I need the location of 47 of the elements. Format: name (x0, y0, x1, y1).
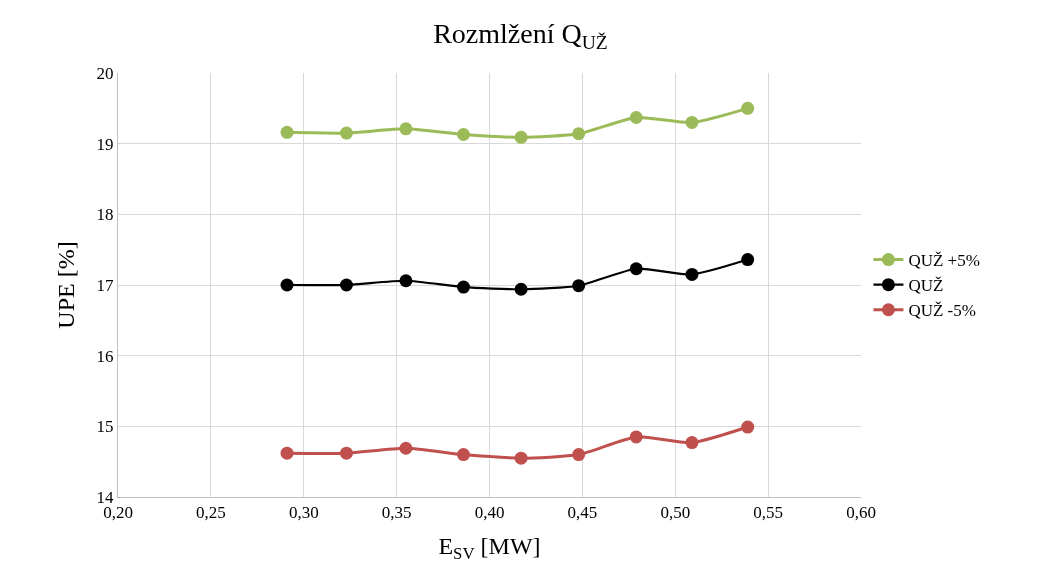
point (339, 446, 353, 460)
point (457, 448, 470, 462)
y-tick-label: 18 (96, 205, 114, 225)
x-tick-label: 0,35 (381, 503, 412, 523)
legend-label: QUŽ -5% (908, 301, 976, 321)
y-tick-label: 20 (96, 63, 114, 83)
point (685, 267, 699, 281)
chart-title: Rozmlžení Q$_{UŽ}$ (433, 18, 608, 53)
x-tick-label: 0,25 (196, 503, 226, 523)
legend-label: QUŽ +5% (908, 251, 980, 271)
point (741, 420, 755, 434)
x-tick-label: 0,60 (846, 503, 876, 523)
x-tick-label: 0,50 (660, 503, 691, 523)
y-tick-label: 16 (96, 346, 114, 366)
point (399, 274, 413, 288)
point (457, 127, 470, 141)
x-tick-label: 0,45 (567, 503, 598, 523)
point (685, 436, 699, 450)
point (280, 125, 294, 139)
point (339, 126, 353, 140)
y-tick-label: 19 (96, 134, 114, 154)
x-tick-label: 0,30 (288, 503, 319, 523)
point (741, 101, 755, 115)
point (399, 441, 413, 455)
x-axis-title: E$_{SV}$ [MW] (438, 532, 541, 563)
point (339, 278, 353, 292)
point (572, 448, 586, 462)
point (685, 115, 699, 129)
point (399, 122, 413, 136)
y-tick-label: 15 (96, 417, 114, 437)
point (741, 253, 755, 267)
x-tick-label: 0,40 (474, 503, 505, 523)
point (280, 278, 294, 292)
point (629, 430, 643, 444)
y-axis-title: UPE [%] (52, 241, 79, 329)
point (514, 282, 528, 296)
point (514, 451, 528, 465)
point (629, 111, 643, 125)
x-tick-label: 0,55 (753, 503, 784, 523)
point (514, 130, 528, 144)
point (629, 262, 643, 276)
point (572, 127, 586, 141)
legend-label: QUŽ (908, 276, 944, 296)
point (280, 446, 294, 460)
y-tick-label: 17 (96, 275, 115, 295)
point (457, 280, 470, 294)
point (572, 279, 586, 293)
